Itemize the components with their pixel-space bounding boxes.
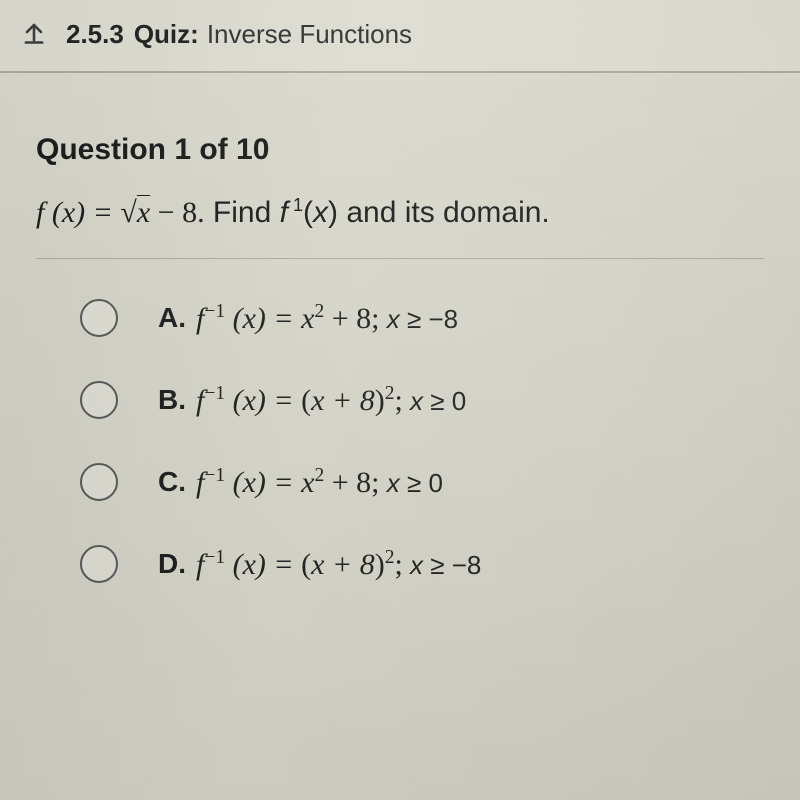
choice-a-letter: A. <box>158 302 186 334</box>
b-op: ≥ <box>423 386 452 416</box>
a-var: x <box>379 304 399 334</box>
c-invexp: −1 <box>204 465 225 486</box>
a-x: x <box>301 302 314 335</box>
c-plus8: + 8; <box>324 466 379 499</box>
choice-c-letter: C. <box>158 466 186 498</box>
section-number: 2.5.3 <box>66 19 124 50</box>
prompt-argx: (x) <box>303 196 338 229</box>
choice-b-math: f−1 (x) = (x + 8)2; x ≥ 0 <box>196 383 466 418</box>
d-close: ) <box>375 548 385 581</box>
d-sq: 2 <box>385 547 395 568</box>
a-arg: (x) = <box>225 302 301 335</box>
d-semi: ; <box>394 548 402 581</box>
quiz-header: 2.5.3 Quiz: Inverse Functions <box>0 0 800 71</box>
c-arg: (x) = <box>225 466 301 499</box>
radio-a[interactable] <box>80 299 118 337</box>
choice-a[interactable]: A. f−1 (x) = x2 + 8; x ≥ −8 <box>80 299 764 337</box>
b-semi: ; <box>394 384 402 417</box>
quiz-screen: 2.5.3 Quiz: Inverse Functions Question 1… <box>0 0 800 800</box>
d-var: x <box>403 550 423 580</box>
prompt-tail: and its domain. <box>338 196 550 229</box>
c-x: x <box>301 466 314 499</box>
c-var: x <box>379 468 399 498</box>
answer-choices: A. f−1 (x) = x2 + 8; x ≥ −8 B. f−1 (x) =… <box>36 299 764 583</box>
radio-d[interactable] <box>80 545 118 583</box>
c-sq: 2 <box>314 465 324 486</box>
prompt-f: f <box>280 196 288 229</box>
b-arg: (x) = <box>225 384 301 417</box>
choice-b[interactable]: B. f−1 (x) = (x + 8)2; x ≥ 0 <box>80 381 764 419</box>
radio-c[interactable] <box>80 463 118 501</box>
prompt-minus8: − 8. <box>150 196 204 229</box>
d-invexp: −1 <box>204 547 225 568</box>
header-divider <box>0 71 800 73</box>
b-close: ) <box>375 384 385 417</box>
choice-d-letter: D. <box>158 548 186 580</box>
prompt-divider <box>36 258 764 259</box>
question-prompt: f (x) = √x − 8. Find f 1(x) and its doma… <box>36 195 764 230</box>
a-invexp: −1 <box>204 301 225 322</box>
choice-d-math: f−1 (x) = (x + 8)2; x ≥ −8 <box>196 547 481 582</box>
d-arg: (x) = <box>225 548 301 581</box>
d-val: −8 <box>452 550 482 580</box>
prompt-fx: f (x) = <box>36 196 120 229</box>
question-counter: Question 1 of 10 <box>36 133 764 167</box>
question-content: Question 1 of 10 f (x) = √x − 8. Find f … <box>0 73 800 647</box>
d-op: ≥ <box>423 550 452 580</box>
choice-c[interactable]: C. f−1 (x) = x2 + 8; x ≥ 0 <box>80 463 764 501</box>
b-val: 0 <box>452 386 466 416</box>
prompt-exp: 1 <box>288 195 303 215</box>
a-sq: 2 <box>314 301 324 322</box>
prompt-radicand: x <box>137 196 150 229</box>
prompt-find: Find <box>205 196 280 229</box>
b-var: x <box>403 386 423 416</box>
quiz-title: Inverse Functions <box>207 19 412 50</box>
choice-b-letter: B. <box>158 384 186 416</box>
choice-c-math: f−1 (x) = x2 + 8; x ≥ 0 <box>196 465 443 500</box>
radio-b[interactable] <box>80 381 118 419</box>
c-val: 0 <box>428 468 442 498</box>
d-inner: x + 8 <box>311 548 375 581</box>
b-open: ( <box>301 384 311 417</box>
a-val: −8 <box>428 304 458 334</box>
upload-icon[interactable] <box>20 18 48 51</box>
a-plus8: + 8; <box>324 302 379 335</box>
b-invexp: −1 <box>204 383 225 404</box>
choice-a-math: f−1 (x) = x2 + 8; x ≥ −8 <box>196 301 458 336</box>
quiz-label: Quiz: <box>134 19 199 50</box>
b-inner: x + 8 <box>311 384 375 417</box>
c-op: ≥ <box>400 468 429 498</box>
d-open: ( <box>301 548 311 581</box>
b-sq: 2 <box>385 383 395 404</box>
a-op: ≥ <box>400 304 429 334</box>
choice-d[interactable]: D. f−1 (x) = (x + 8)2; x ≥ −8 <box>80 545 764 583</box>
